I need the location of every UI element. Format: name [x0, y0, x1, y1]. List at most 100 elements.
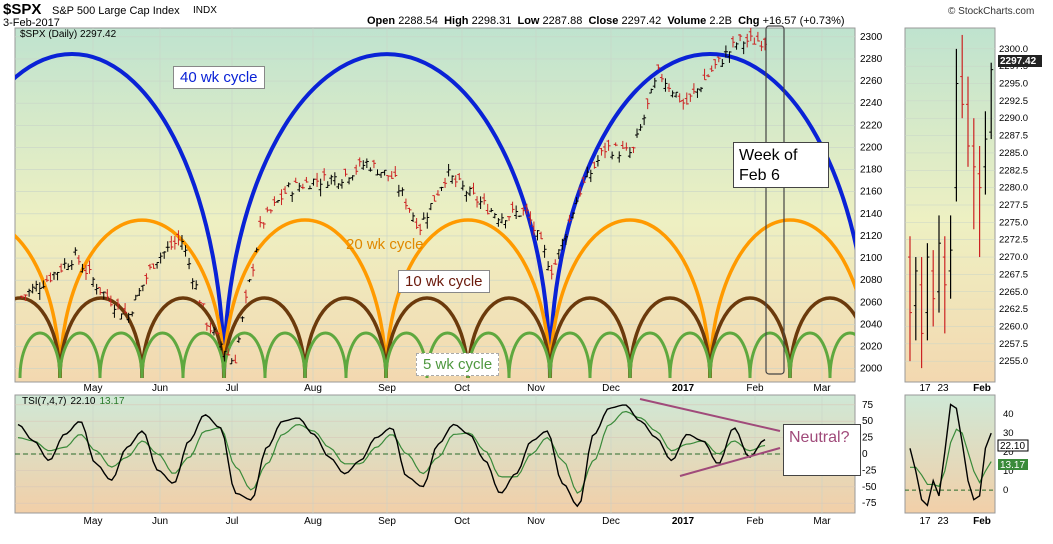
cycle-5wk-arc [748, 331, 792, 379]
zoom-y-tick-label: 2285.0 [999, 148, 1028, 159]
price-y-tick-label: 2040 [860, 319, 883, 330]
zoom-y-tick-label: 2272.5 [999, 235, 1028, 246]
cycle-10wk-arc [708, 296, 792, 379]
price-x-tick-label: Dec [602, 383, 620, 394]
price-y-tick-label: 2160 [860, 187, 883, 198]
cycle-5wk-arc [181, 331, 226, 379]
cycle-5wk-arc [628, 331, 672, 379]
cycle-40wk-label: 40 wk cycle [173, 66, 265, 89]
tsi-x-tick-label: Nov [527, 516, 545, 527]
ohlc-line: Open 2288.54 High 2298.31 Low 2287.88 Cl… [367, 15, 845, 27]
signal-value-tag: 13.17 [1000, 460, 1025, 471]
price-x-tick-label: Jul [226, 383, 239, 394]
tsi-x-tick-label: Sep [378, 516, 396, 527]
price-x-tick-label: Sep [378, 383, 396, 394]
cycle-20wk-arc [384, 218, 552, 379]
price-x-tick-label: Jun [152, 383, 168, 394]
cycle-10wk-arc [466, 296, 552, 379]
cycle-20wk-arc [15, 233, 62, 379]
cycle-20wk-arc [548, 218, 712, 379]
cycle-5wk-arc [507, 331, 552, 379]
zoom-y-tick-label: 2265.0 [999, 287, 1028, 298]
price-legend: $SPX (Daily) 2297.42 [20, 29, 117, 40]
watermark: © StockCharts.com [948, 6, 1035, 17]
zoom-signal-line [910, 428, 992, 488]
signal-value-tag-bg [998, 459, 1028, 470]
zoom-y-tick-label: 2267.5 [999, 269, 1028, 280]
zoom-y-tick-label: 2277.5 [999, 200, 1028, 211]
price-x-tick-label: Nov [527, 383, 545, 394]
price-y-tick-label: 2140 [860, 209, 883, 220]
cycle-20wk-arc [708, 218, 855, 379]
last-price-tag: 2297.42 [1000, 56, 1037, 67]
cycle-5wk-arc [98, 331, 144, 379]
price-y-tick-label: 2020 [860, 342, 883, 353]
zoom-tsi-y-tick-label: 30 [1003, 428, 1014, 439]
quote-date: 3-Feb-2017 [3, 17, 60, 29]
cycle-5wk-arc [588, 331, 632, 379]
zoom-tsi-x-tick-label: Feb [973, 516, 991, 527]
price-y-tick-label: 2100 [860, 253, 883, 264]
tsi-value-tag: 22.10 [1000, 441, 1025, 452]
zoom-y-tick-label: 2292.5 [999, 96, 1028, 107]
price-y-tick-label: 2220 [860, 120, 883, 131]
tsi-x-tick-label: Jun [152, 516, 168, 527]
price-y-tick-label: 2080 [860, 275, 883, 286]
zoom-x-tick-label: 23 [937, 383, 949, 394]
cycle-10wk-arc [628, 296, 712, 379]
zoom-y-tick-label: 2260.0 [999, 321, 1028, 332]
cycle-10wk-arc [788, 296, 855, 379]
week-note-line1: Week of [739, 147, 798, 164]
tsi-y-tick-label: -50 [862, 482, 877, 493]
zoom-y-tick-label: 2282.5 [999, 165, 1028, 176]
week-note-line2: Feb 6 [739, 167, 780, 184]
cycle-40wk-arc [548, 52, 855, 379]
tsi-line [17, 404, 766, 508]
tsi-y-tick-label: 25 [862, 433, 874, 444]
tsi-upper-trendline [639, 398, 781, 432]
neutral-note: Neutral? [783, 424, 861, 476]
tsi-lower-trendline [679, 447, 781, 477]
zoom-y-tick-label: 2270.0 [999, 252, 1028, 263]
price-y-tick-label: 2180 [860, 165, 883, 176]
price-y-tick-label: 2120 [860, 231, 883, 242]
cycle-20wk-arc [58, 218, 226, 379]
zoom-tsi-y-tick-label: 0 [1003, 485, 1008, 496]
tsi-legend: TSI(7,4,7) 22.10 13.17 [22, 396, 125, 407]
price-x-tick-label: Mar [813, 383, 831, 394]
cycle-10wk-label: 10 wk cycle [398, 270, 490, 293]
cycle-5wk-arc [303, 331, 348, 379]
tsi-x-tick-label: Dec [602, 516, 620, 527]
cycle-5wk-arc [140, 331, 185, 379]
tsi-y-tick-label: 0 [862, 449, 868, 460]
tsi-y-tick-label: 50 [862, 416, 874, 427]
tsi-x-tick-label: Feb [746, 516, 764, 527]
zoom-y-tick-label: 2257.5 [999, 339, 1028, 350]
price-y-tick-label: 2200 [860, 142, 883, 153]
tsi-x-tick-label: May [84, 516, 103, 527]
symbol: $SPX [3, 1, 42, 18]
tsi-x-tick-label: Aug [304, 516, 322, 527]
cycle-5wk-label: 5 wk cycle [416, 353, 500, 376]
cycle-10wk-arc [15, 296, 62, 379]
cycle-5wk-arc [668, 331, 712, 379]
tsi-y-tick-label: 75 [862, 400, 874, 411]
tsi-y-tick-label: -75 [862, 498, 877, 509]
zoom-tsi-y-tick-label: 40 [1003, 409, 1014, 420]
cycle-5wk-arc [222, 331, 267, 379]
zoom-y-tick-label: 2290.0 [999, 113, 1028, 124]
tsi-x-tick-label: Jul [226, 516, 239, 527]
cycle-10wk-arc [548, 296, 632, 379]
price-y-tick-label: 2000 [860, 364, 883, 375]
zoom-y-tick-label: 2280.0 [999, 183, 1028, 194]
cycle-10wk-arc [222, 296, 307, 379]
zoom-tsi-x-tick-label: 23 [937, 516, 949, 527]
zoom-tsi-y-tick-label: 10 [1003, 466, 1014, 477]
cycle-5wk-arc [708, 331, 752, 379]
cycle-5wk-arc [58, 331, 102, 379]
price-x-tick-label: Aug [304, 383, 322, 394]
cycle-5wk-arc [344, 331, 388, 379]
week-marker-box [765, 25, 785, 375]
cycle-5wk-arc [828, 331, 855, 379]
